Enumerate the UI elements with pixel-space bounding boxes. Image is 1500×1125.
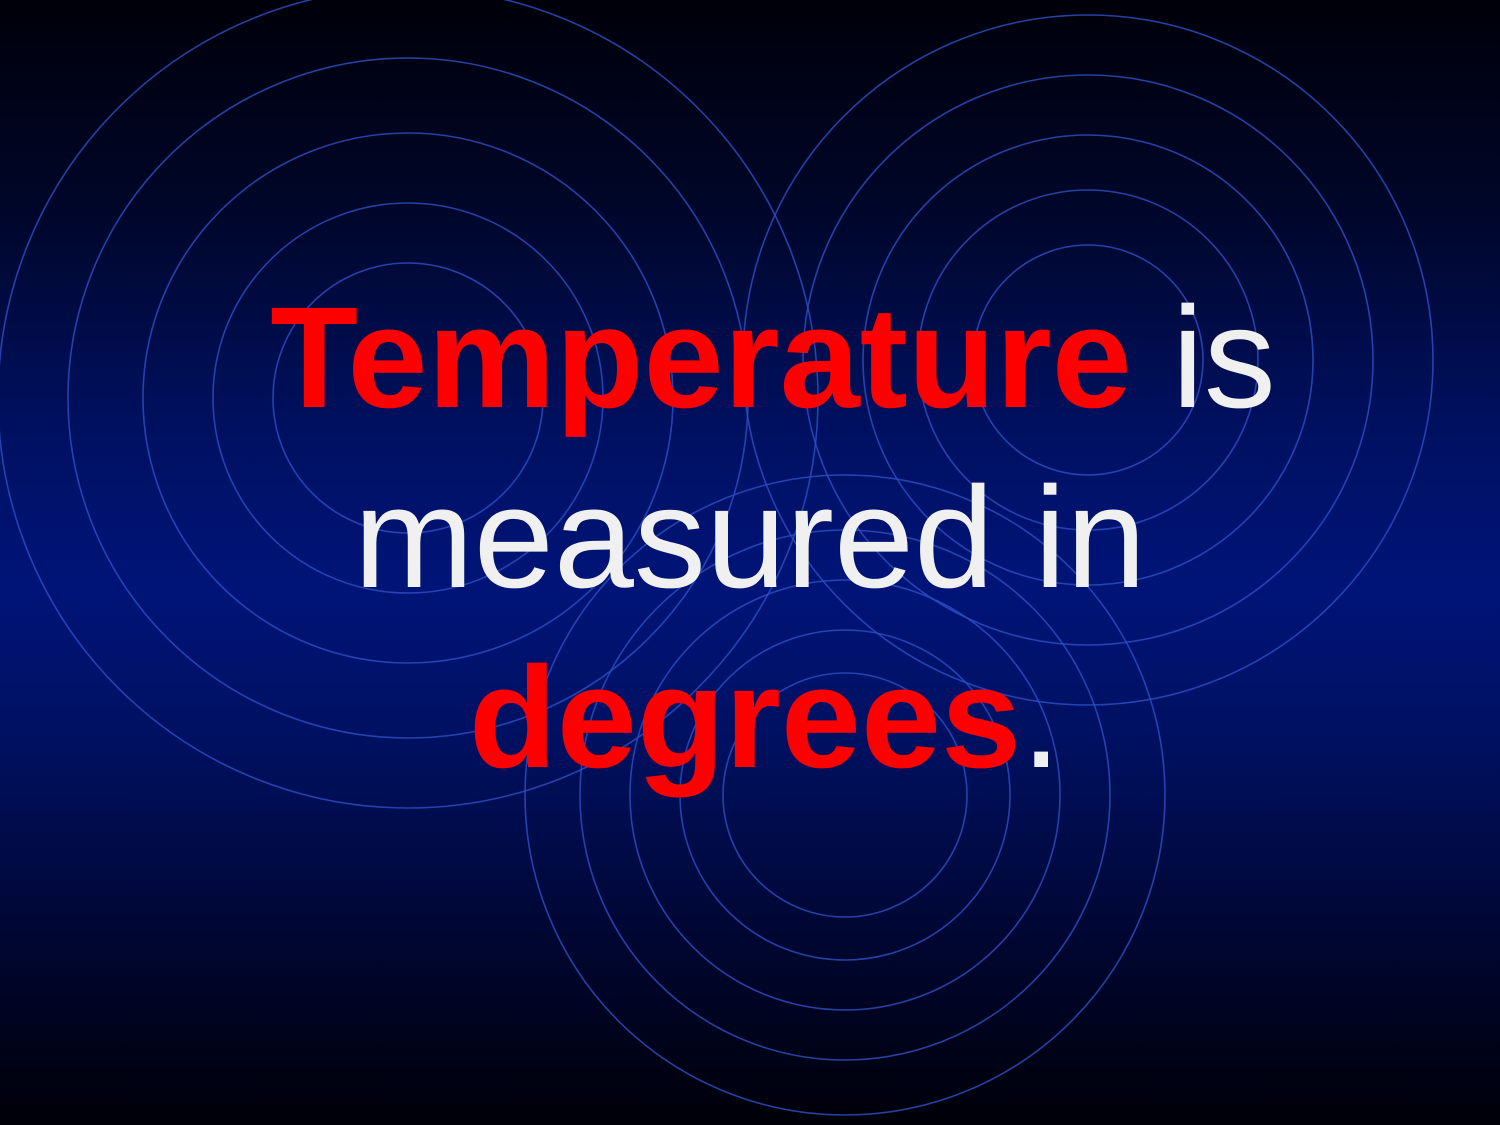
message-line-3: degrees. — [0, 646, 1500, 790]
message-text-is: is — [1131, 277, 1276, 438]
message-line-2: measured in — [0, 466, 1500, 610]
ring-group-bottom — [524, 474, 1166, 1116]
message-period: . — [1021, 637, 1062, 798]
ring-group-left — [0, 0, 819, 809]
keyword-temperature: Temperature — [270, 277, 1132, 438]
message-text-measured-in: measured in — [353, 457, 1147, 618]
ring-group-right — [742, 14, 1434, 706]
message-line-1: Temperature is — [0, 286, 1500, 430]
keyword-degrees: degrees — [468, 637, 1022, 798]
